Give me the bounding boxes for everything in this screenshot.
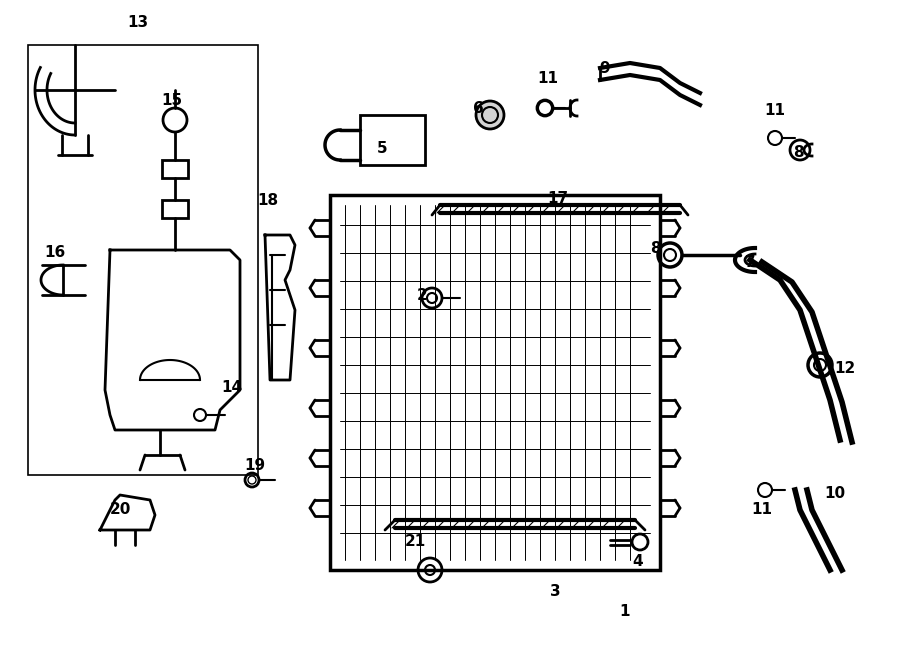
Bar: [162, 200, 188, 218]
Text: 10: 10: [824, 485, 846, 500]
Text: 3: 3: [550, 585, 561, 600]
Text: 12: 12: [834, 361, 856, 375]
Bar: [330, 195, 660, 570]
Text: 1: 1: [620, 604, 630, 620]
Text: 21: 21: [404, 534, 426, 549]
Text: 16: 16: [44, 244, 66, 260]
Text: 4: 4: [633, 555, 643, 569]
Text: 20: 20: [109, 502, 130, 518]
Text: 15: 15: [161, 93, 183, 107]
Text: 9: 9: [599, 60, 610, 75]
Text: 6: 6: [472, 101, 483, 115]
Bar: [28, 45, 258, 475]
Text: 7: 7: [744, 254, 755, 269]
Text: 14: 14: [221, 381, 243, 395]
Text: 19: 19: [245, 457, 266, 473]
Text: 2: 2: [417, 287, 428, 303]
Text: 8: 8: [650, 240, 661, 256]
Text: 8: 8: [793, 144, 804, 160]
Bar: [162, 160, 188, 178]
Polygon shape: [105, 250, 240, 430]
Text: 11: 11: [752, 502, 772, 518]
Circle shape: [476, 101, 504, 129]
Text: 18: 18: [257, 193, 279, 207]
Text: 17: 17: [547, 191, 569, 205]
Text: 11: 11: [764, 103, 786, 117]
Text: 13: 13: [128, 15, 148, 30]
Bar: [360, 115, 425, 165]
Text: 5: 5: [377, 140, 387, 156]
Text: 11: 11: [537, 70, 559, 85]
